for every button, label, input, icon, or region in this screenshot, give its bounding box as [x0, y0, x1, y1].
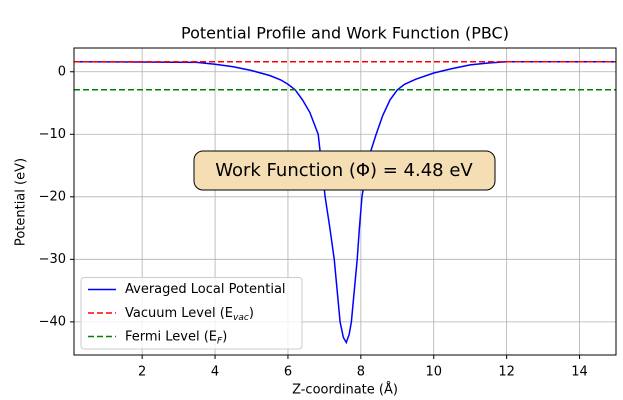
legend-box — [80, 277, 303, 350]
y-tick-label: −10 — [39, 127, 66, 142]
x-tick-label: 14 — [571, 365, 588, 380]
x-axis-label: Z-coordinate (Å) — [292, 382, 398, 398]
y-tick-label: −20 — [39, 189, 66, 204]
chart-title: Potential Profile and Work Function (PBC… — [181, 24, 509, 43]
legend-label: Averaged Local Potential — [125, 282, 286, 297]
annotation: Work Function (Φ) = 4.48 eV — [215, 160, 473, 181]
legend-label: Fermi Level (EF) — [125, 329, 227, 346]
y-tick-label: 0 — [58, 64, 66, 79]
x-tick-label: 4 — [211, 365, 219, 380]
x-tick-label: 2 — [138, 365, 146, 380]
x-tick-label: 10 — [425, 365, 442, 380]
annotation-box — [193, 150, 496, 191]
legend-label: Vacuum Level (Evac) — [125, 306, 254, 323]
axes-frame — [73, 47, 617, 356]
x-tick-label: 8 — [357, 365, 365, 380]
y-tick-label: −40 — [39, 314, 66, 329]
potential-line — [74, 61, 616, 345]
x-tick-label: 6 — [284, 365, 292, 380]
y-tick-label: −30 — [39, 252, 66, 267]
y-axis-label: Potential (eV) — [14, 158, 29, 246]
x-tick-label: 12 — [498, 365, 515, 380]
